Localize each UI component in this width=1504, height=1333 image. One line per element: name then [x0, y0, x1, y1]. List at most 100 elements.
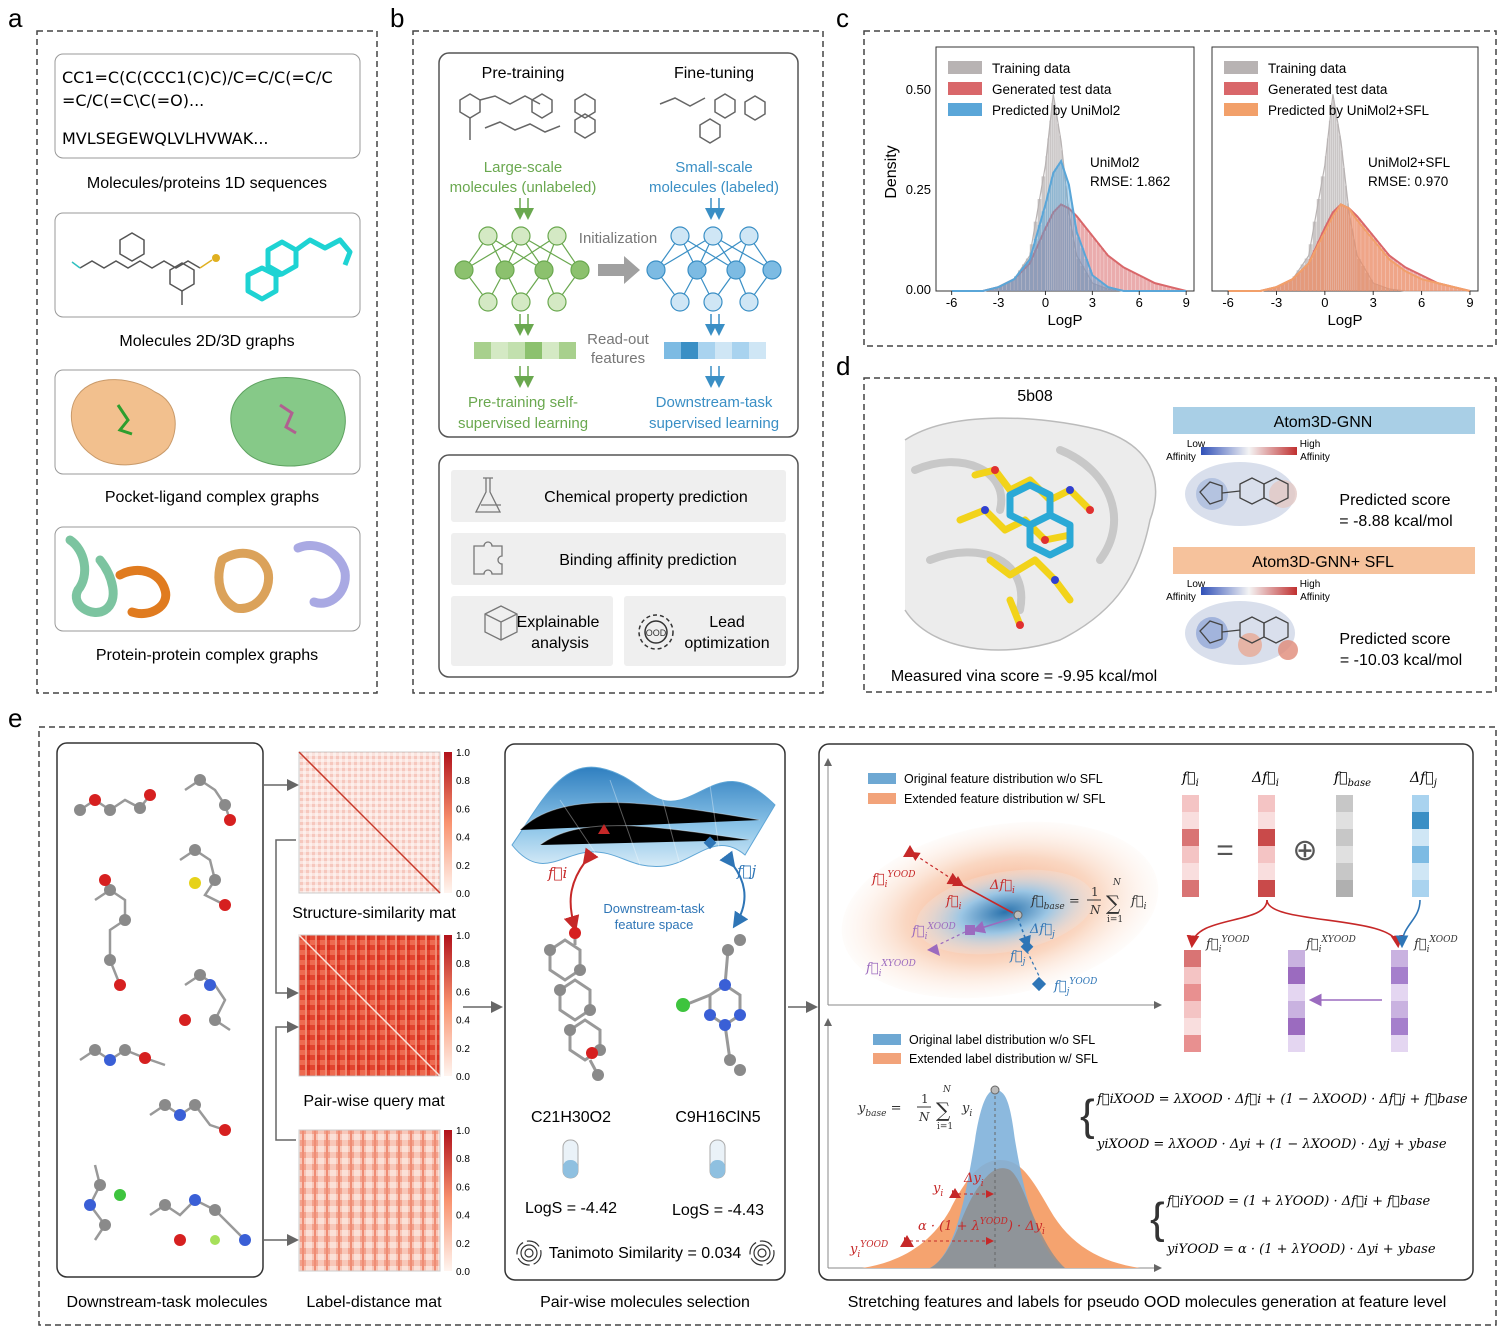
density-bar-pred	[1057, 165, 1059, 291]
c-left-model-name: UniMol2	[1090, 155, 1140, 170]
density-bar-pred	[1066, 181, 1069, 291]
caption-stretching: Stretching features and labels for pseud…	[848, 1294, 1447, 1311]
flask-icon	[474, 477, 502, 513]
fi-marker	[598, 824, 610, 834]
density-bar-pred	[1022, 266, 1026, 291]
density-bar-pred	[1449, 286, 1454, 291]
feature-space-label-1: Downstream-task	[603, 901, 705, 916]
readout-label-2: features	[591, 350, 645, 367]
model2-high: High	[1300, 579, 1321, 590]
pocket-surface-icon	[70, 379, 176, 466]
vector-fi-xyood	[1288, 950, 1305, 1052]
density-bar-pred	[1018, 271, 1022, 291]
sym-ybase-num: 1	[921, 1092, 929, 1106]
struct-colorbar	[444, 752, 452, 893]
density-bar-pred	[1002, 284, 1007, 291]
sym-ybase-yi: yi	[961, 1101, 972, 1119]
large-scale-label-2: molecules (unlabeled)	[450, 179, 597, 196]
sym-fj: f⃗j	[1009, 949, 1026, 967]
density-bar-pred	[998, 286, 1003, 291]
sym-ybase-sum-bottom: i=1	[937, 1122, 953, 1132]
density-bar-test	[1143, 278, 1147, 291]
density-bar-train	[1326, 138, 1329, 291]
struct-diagonal	[298, 751, 441, 894]
caption-structure-similarity: Structure-similarity mat	[292, 905, 456, 922]
density-bar-pred	[1445, 285, 1450, 291]
model1-high-affinity: Affinity	[1300, 452, 1330, 463]
density-bar-test	[1135, 274, 1139, 291]
struct-colorbar-ticks: 1.0 0.8 0.6 0.4 0.2 0.0	[456, 748, 470, 900]
density-bar-pred	[1324, 230, 1327, 291]
feature-axes	[824, 758, 1162, 1009]
c-xtick-label: -3	[1271, 295, 1283, 310]
density-bar-pred	[1355, 218, 1357, 291]
sym-yi: yi	[932, 1181, 943, 1199]
fingerprint-icon-left	[516, 1240, 542, 1266]
kde-line-pred	[1228, 203, 1471, 292]
vh-delta-fi: Δf⃗i	[1251, 770, 1279, 789]
feature-space-label-2: feature space	[615, 917, 694, 932]
caption-pocket-ligand: Pocket-ligand complex graphs	[105, 489, 319, 506]
colorbar-tick-label: 0.6	[456, 987, 470, 998]
downstream-label-1: Downstream-task	[656, 394, 773, 411]
task-lead-label-2: optimization	[684, 635, 769, 652]
graph-box	[54, 212, 361, 318]
colorbar-tick-label: 0.8	[456, 959, 470, 970]
density-bar-test	[1108, 257, 1112, 291]
sym-fi: f⃗i	[945, 894, 962, 912]
colorbar-tick-label: 0.6	[456, 1182, 470, 1193]
density-bar-pred	[1029, 252, 1034, 291]
density-bar-pred	[1049, 184, 1052, 291]
density-bar-pred	[1397, 266, 1402, 291]
density-bar-pred	[1080, 248, 1085, 291]
gear-ood-icon: OOD	[638, 614, 674, 650]
sym-ybase-den: N	[918, 1110, 930, 1124]
finetuning-title: Fine-tuning	[674, 65, 754, 82]
density-bar-pred	[1076, 237, 1081, 291]
legend-predicted-sfl: Predicted by UniMol2+SFL	[1268, 103, 1429, 118]
sym-sum: ∑	[1106, 891, 1121, 915]
density-bar-pred	[1413, 276, 1418, 291]
density-bar-pred	[1312, 251, 1317, 291]
sequence-box	[54, 53, 361, 159]
fi-link-arrow	[563, 847, 599, 932]
caption-label-distance: Label-distance mat	[306, 1294, 442, 1311]
label-colorbar-ticks: 1.0 0.8 0.6 0.4 0.2 0.0	[456, 1126, 470, 1278]
c-xtick-label: 6	[1136, 295, 1143, 310]
measured-vina-score: Measured vina score = -9.95 kcal/mol	[891, 668, 1157, 685]
protein-ligand-structure-image	[895, 410, 1171, 660]
legend-generated: Generated test data	[992, 82, 1112, 97]
model1-low: Low	[1187, 439, 1206, 450]
formula-1: C21H30O2	[531, 1109, 611, 1126]
label-markers	[900, 1188, 994, 1247]
equation-y-xood: yiXOOD = λXOOD · Δyi + (1 − λXOOD) · Δyj…	[1096, 1137, 1447, 1152]
density-bar-train	[1330, 103, 1333, 291]
density-bar-pred	[990, 288, 995, 291]
brace-yood: {	[1150, 1194, 1165, 1243]
density-bar-pred	[1326, 226, 1329, 291]
density-bar-pred	[1357, 222, 1361, 291]
density-bar-train	[1324, 156, 1327, 291]
density-bar-pred	[1433, 282, 1438, 291]
colorbar-tick-label: 0.6	[456, 804, 470, 815]
panel-a: CC1=C(C(CCC1(C)C)/C=C/C(=C/C =C/C(=C\C(=…	[36, 30, 378, 694]
density-bar-train	[1328, 120, 1331, 292]
logs-value-2: LogS = -4.43	[672, 1202, 764, 1219]
c-xtick-label: 0	[1042, 295, 1049, 310]
density-bar-pred	[1055, 168, 1057, 291]
molecule-c9h16cln5-icon	[676, 934, 746, 1076]
legend-training: Training data	[992, 61, 1071, 76]
density-bar-pred	[1369, 237, 1373, 291]
density-bar-pred	[1065, 175, 1067, 291]
caption-downstream-molecules: Downstream-task molecules	[67, 1294, 268, 1311]
density-bar-pred	[1429, 281, 1434, 291]
panel-letter-e: e	[8, 703, 22, 733]
density-bar-pred	[1276, 286, 1281, 291]
density-bar-pred	[1316, 243, 1321, 291]
sym-ybase-sum-top: N	[942, 1085, 952, 1095]
colorbar-tick-label: 0.0	[456, 1072, 470, 1083]
density-bar-test	[1123, 268, 1128, 291]
density-bar-pred	[1365, 232, 1369, 291]
density-bar-pred	[1340, 204, 1343, 291]
c-ytick-000: 0.00	[906, 282, 931, 297]
